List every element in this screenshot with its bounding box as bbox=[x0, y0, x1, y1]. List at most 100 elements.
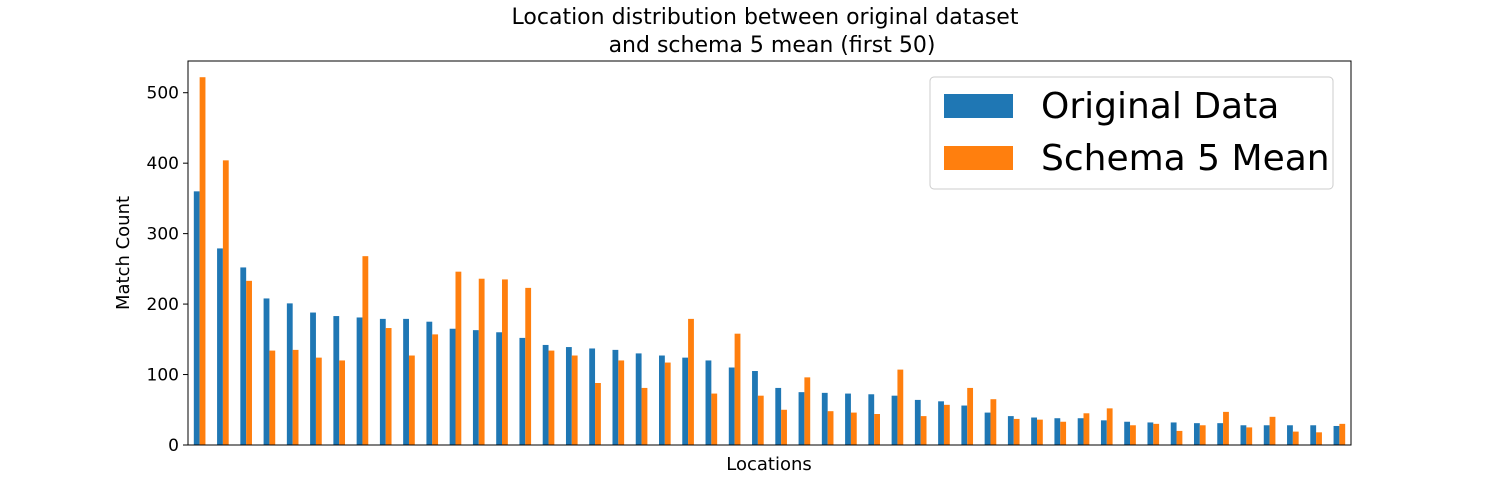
bar-schema-45 bbox=[1223, 411, 1229, 445]
bar-schema-32 bbox=[920, 416, 927, 445]
chart-title-line-2: and schema 5 mean (first 50) bbox=[609, 33, 936, 58]
bar-original-24 bbox=[728, 367, 735, 445]
bar-original-49 bbox=[1310, 425, 1317, 445]
bar-original-22 bbox=[682, 357, 689, 445]
bar-original-31 bbox=[891, 395, 898, 445]
bar-schema-7 bbox=[339, 360, 346, 445]
bar-schema-36 bbox=[1013, 418, 1020, 445]
bar-schema-12 bbox=[455, 271, 462, 445]
bar-original-27 bbox=[798, 392, 805, 445]
bar-original-25 bbox=[752, 371, 758, 445]
y-tick-label-300: 300 bbox=[147, 225, 179, 245]
bar-schema-43 bbox=[1176, 430, 1183, 445]
bar-schema-6 bbox=[315, 357, 322, 445]
bar-original-45 bbox=[1217, 423, 1224, 445]
bar-original-50 bbox=[1333, 425, 1340, 445]
y-tick-label-200: 200 bbox=[147, 295, 179, 315]
bar-schema-28 bbox=[827, 411, 834, 445]
bar-original-11 bbox=[426, 321, 433, 445]
bar-original-36 bbox=[1007, 416, 1014, 445]
bar-schema-27 bbox=[804, 377, 811, 445]
bar-schema-23 bbox=[711, 393, 718, 445]
bar-schema-9 bbox=[385, 328, 392, 445]
bar-original-15 bbox=[519, 337, 526, 445]
y-tick-label-400: 400 bbox=[147, 154, 179, 174]
bar-schema-41 bbox=[1130, 425, 1136, 445]
bar-schema-20 bbox=[641, 387, 648, 445]
bar-schema-11 bbox=[432, 334, 439, 445]
legend-swatch-schema bbox=[944, 146, 1013, 170]
bar-original-7 bbox=[333, 316, 340, 445]
bar-original-8 bbox=[356, 317, 363, 445]
bar-schema-38 bbox=[1060, 421, 1067, 445]
bar-schema-42 bbox=[1153, 423, 1160, 445]
bar-original-6 bbox=[310, 312, 316, 445]
bar-original-28 bbox=[821, 392, 828, 445]
legend-box bbox=[929, 76, 1334, 190]
y-axis: 0 100 200 300 400 500 bbox=[147, 84, 188, 456]
bar-schema-26 bbox=[781, 409, 787, 445]
bar-original-4 bbox=[263, 298, 270, 445]
bar-schema-5 bbox=[292, 349, 299, 445]
bar-schema-2 bbox=[222, 160, 229, 445]
bar-schema-48 bbox=[1292, 431, 1299, 445]
bar-original-37 bbox=[1031, 417, 1037, 445]
plot-frame bbox=[187, 60, 1352, 446]
bar-original-35 bbox=[984, 412, 991, 445]
bar-original-12 bbox=[449, 328, 456, 445]
bar-original-5 bbox=[286, 303, 293, 445]
bar-schema-31 bbox=[897, 369, 904, 445]
bar-schema-21 bbox=[664, 362, 671, 445]
bar-original-39 bbox=[1077, 418, 1084, 445]
bar-original-21 bbox=[659, 355, 665, 445]
bar-schema-37 bbox=[1036, 419, 1043, 445]
bar-schema-33 bbox=[943, 404, 950, 445]
bar-original-1 bbox=[193, 191, 200, 445]
bar-original-38 bbox=[1054, 418, 1061, 445]
bar-original-23 bbox=[705, 360, 712, 445]
bar-schema-25 bbox=[757, 395, 764, 445]
y-axis-label: Match Count bbox=[113, 196, 134, 310]
bar-original-48 bbox=[1287, 425, 1293, 445]
bar-schema-10 bbox=[408, 355, 415, 445]
bar-original-16 bbox=[542, 344, 549, 445]
bar-original-34 bbox=[961, 405, 968, 445]
y-tick-label-100: 100 bbox=[147, 366, 179, 386]
bar-schema-14 bbox=[502, 279, 508, 445]
legend-swatch-original bbox=[944, 94, 1013, 118]
bar-original-47 bbox=[1263, 425, 1270, 445]
bar-schema-4 bbox=[269, 350, 276, 445]
bar-schema-16 bbox=[548, 350, 555, 445]
bar-original-46 bbox=[1240, 425, 1247, 445]
bar-schema-35 bbox=[990, 399, 997, 445]
bar-original-17 bbox=[565, 347, 572, 445]
bar-original-29 bbox=[845, 393, 851, 445]
bar-schema-1 bbox=[199, 77, 206, 446]
legend-label-schema: Schema 5 Mean bbox=[1041, 138, 1330, 179]
bar-original-40 bbox=[1100, 420, 1107, 445]
bar-schema-40 bbox=[1106, 408, 1113, 445]
bar-schema-22 bbox=[688, 318, 694, 445]
bar-schema-44 bbox=[1199, 425, 1206, 445]
bar-original-19 bbox=[612, 349, 619, 445]
bar-schema-30 bbox=[874, 414, 880, 445]
bar-schema-24 bbox=[734, 333, 741, 445]
bar-schema-39 bbox=[1083, 413, 1090, 445]
bar-original-10 bbox=[403, 318, 409, 445]
bar-schema-15 bbox=[525, 287, 532, 445]
bar-original-44 bbox=[1193, 423, 1200, 445]
bars-group bbox=[193, 77, 1346, 446]
bar-schema-29 bbox=[850, 412, 857, 445]
bar-original-20 bbox=[635, 353, 642, 445]
bar-original-43 bbox=[1170, 422, 1177, 445]
bar-schema-50 bbox=[1339, 423, 1346, 445]
bar-schema-47 bbox=[1269, 416, 1276, 445]
bar-schema-17 bbox=[571, 355, 578, 445]
bar-schema-34 bbox=[967, 387, 974, 445]
bar-original-26 bbox=[775, 387, 782, 445]
bar-schema-13 bbox=[478, 278, 485, 445]
bar-schema-49 bbox=[1316, 432, 1322, 445]
bar-original-33 bbox=[938, 401, 944, 445]
y-tick-label-0: 0 bbox=[168, 436, 179, 456]
